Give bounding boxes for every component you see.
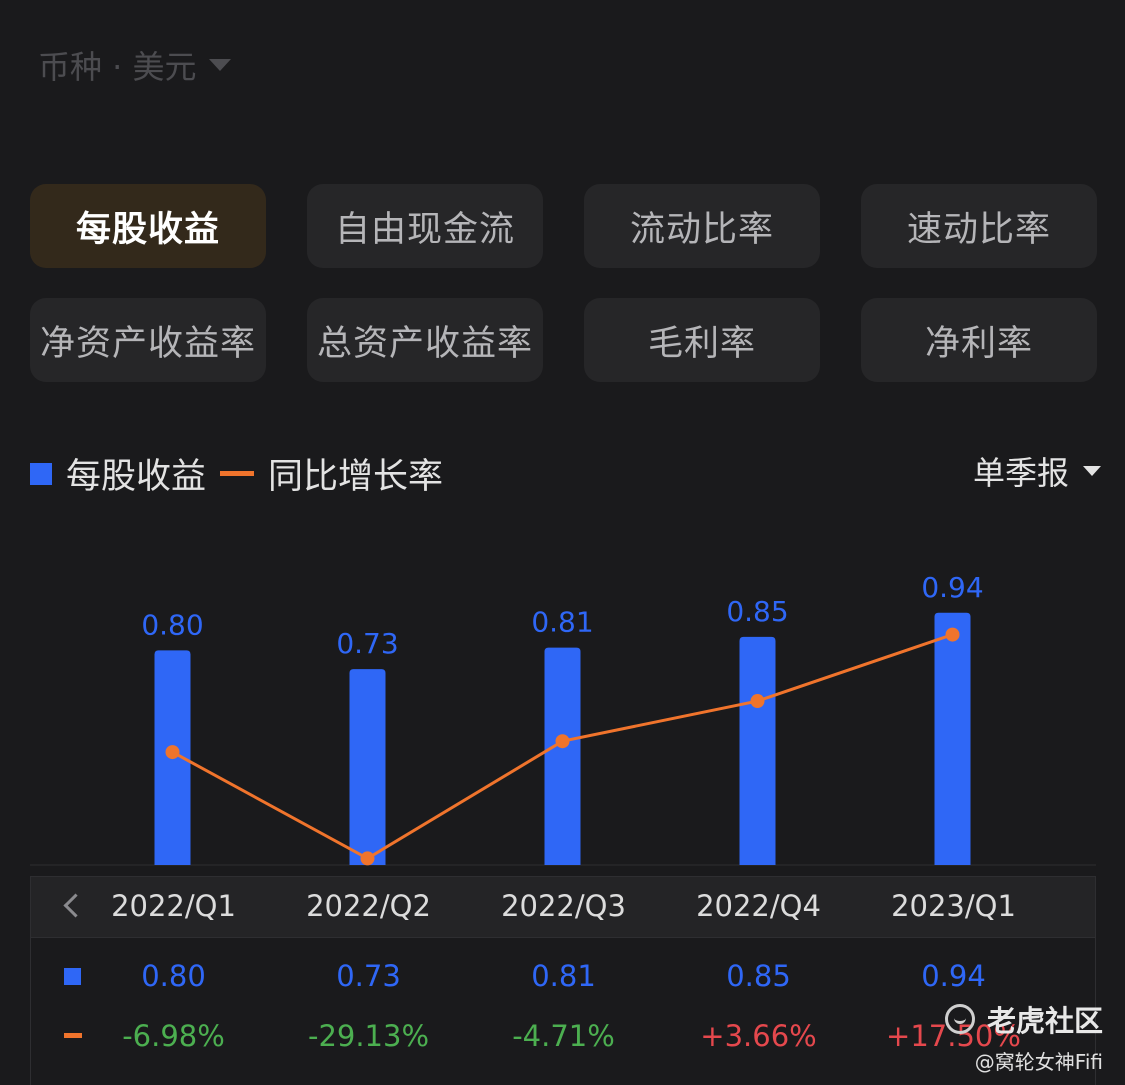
growth-rate-point bbox=[750, 694, 765, 709]
metric-tab-free-cash-flow[interactable]: 自由现金流 bbox=[307, 184, 543, 268]
watermark-brand-text: 老虎社区 bbox=[986, 1004, 1103, 1038]
table-period-header: 2022/Q2 bbox=[306, 889, 431, 923]
currency-label: 币种 · 美元 bbox=[38, 48, 197, 86]
table-eps-value: 0.80 bbox=[141, 959, 206, 993]
table-period-header: 2022/Q4 bbox=[696, 889, 821, 923]
chevron-left-icon[interactable] bbox=[63, 893, 88, 918]
table-header: 2022/Q1 2022/Q2 2022/Q3 2022/Q4 2023/Q1 bbox=[31, 877, 1095, 938]
eps-bar-label: 0.80 bbox=[141, 608, 203, 641]
legend-bar-label: 每股收益 bbox=[66, 457, 207, 497]
table-period-header: 2022/Q1 bbox=[111, 889, 236, 923]
eps-bar-label: 0.73 bbox=[336, 627, 398, 660]
data-table: 2022/Q1 2022/Q2 2022/Q3 2022/Q4 2023/Q1 0.80… bbox=[30, 876, 1096, 1085]
table-eps-value: 0.73 bbox=[336, 959, 401, 993]
eps-bar bbox=[544, 647, 581, 865]
eps-chart: 0.80 0.73 0.81 0.85 0.94 bbox=[30, 571, 1096, 866]
caret-down-icon bbox=[208, 59, 231, 71]
metric-tab-current-ratio[interactable]: 流动比率 bbox=[584, 184, 820, 268]
eps-bar bbox=[739, 636, 776, 865]
period-selector[interactable]: 单季报 bbox=[973, 448, 1101, 494]
legend-line-swatch bbox=[220, 471, 255, 476]
period-label: 单季报 bbox=[972, 454, 1069, 492]
growth-rate-point bbox=[165, 745, 180, 760]
metric-tab-quick-ratio[interactable]: 速动比率 bbox=[861, 184, 1097, 268]
growth-rate-point bbox=[555, 734, 570, 749]
eps-bar-label: 0.94 bbox=[921, 571, 983, 604]
table-eps-value: 0.85 bbox=[726, 959, 791, 993]
table-growth-value: -6.98% bbox=[122, 1019, 225, 1053]
table-eps-value: 0.94 bbox=[921, 959, 986, 993]
watermark-brand: 老虎社区 bbox=[944, 998, 1103, 1040]
table-eps-value: 0.81 bbox=[531, 959, 596, 993]
row-eps-swatch bbox=[64, 968, 81, 985]
metric-tabs: 每股收益 自由现金流 流动比率 速动比率 净资产收益率 总资产收益率 毛利率 净… bbox=[30, 184, 1097, 382]
eps-bar-label: 0.85 bbox=[726, 595, 788, 628]
table-growth-value: +3.66% bbox=[700, 1019, 817, 1053]
eps-bar-label: 0.81 bbox=[531, 606, 593, 639]
growth-rate-point bbox=[360, 851, 375, 866]
row-growth-swatch bbox=[64, 1033, 82, 1038]
table-growth-value: -29.13% bbox=[307, 1019, 430, 1053]
table-growth-value: -4.71% bbox=[512, 1019, 615, 1053]
tiger-logo-icon bbox=[944, 1004, 975, 1034]
metric-tab-eps[interactable]: 每股收益 bbox=[30, 184, 266, 268]
metric-tab-net-margin[interactable]: 净利率 bbox=[861, 298, 1097, 382]
watermark-user: @窝轮女神Fifi bbox=[974, 1050, 1103, 1074]
legend-bar-swatch bbox=[30, 462, 52, 485]
table-period-header: 2023/Q1 bbox=[891, 889, 1016, 923]
chart-legend: 每股收益 同比增长率 bbox=[30, 448, 443, 499]
caret-down-icon bbox=[1083, 466, 1101, 476]
currency-selector[interactable]: 币种 · 美元 bbox=[38, 42, 231, 88]
legend-line-label: 同比增长率 bbox=[268, 457, 444, 497]
eps-bar bbox=[349, 669, 386, 865]
metric-tab-roa[interactable]: 总资产收益率 bbox=[307, 298, 543, 382]
growth-rate-point bbox=[945, 627, 960, 642]
table-period-header: 2022/Q3 bbox=[501, 889, 626, 923]
metric-tab-roe[interactable]: 净资产收益率 bbox=[30, 298, 266, 382]
eps-bar bbox=[934, 612, 971, 865]
metric-tab-gross-margin[interactable]: 毛利率 bbox=[584, 298, 820, 382]
